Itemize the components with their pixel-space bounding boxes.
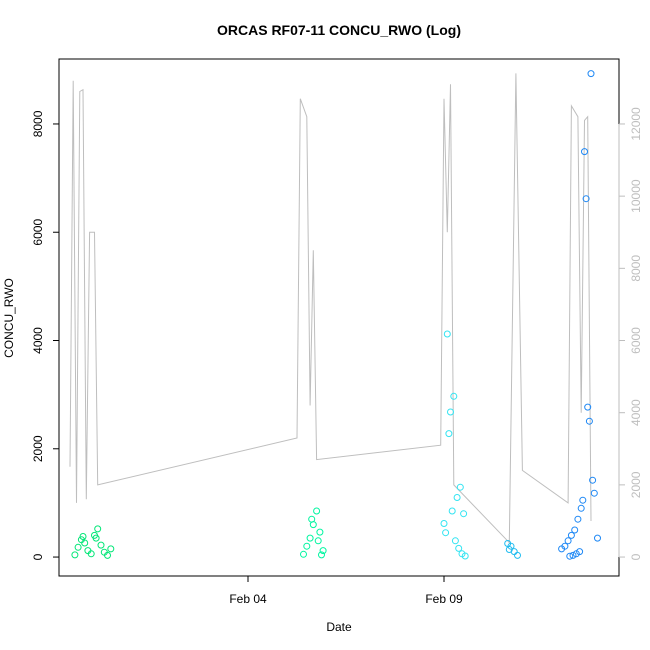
data-point xyxy=(574,515,582,523)
data-point xyxy=(581,148,588,156)
data-point xyxy=(303,542,311,550)
data-point xyxy=(443,330,451,338)
data-point xyxy=(74,543,82,551)
scatter-series-1 xyxy=(71,525,115,559)
chart-title: ORCAS RF07-11 CONCU_RWO (Log) xyxy=(217,22,461,38)
data-point xyxy=(505,546,513,553)
data-point xyxy=(589,476,597,484)
data-point xyxy=(569,551,577,559)
scatter-series-4 xyxy=(504,540,521,559)
data-point xyxy=(300,550,307,558)
data-point xyxy=(582,195,590,203)
data-point xyxy=(456,483,464,491)
y2-tick-label: 0 xyxy=(629,553,643,560)
scatter-series-3 xyxy=(440,330,469,560)
data-point xyxy=(451,537,459,545)
data-point xyxy=(453,494,461,501)
data-point xyxy=(584,403,592,411)
data-point xyxy=(107,545,115,553)
data-point xyxy=(313,507,321,515)
data-point xyxy=(571,526,579,534)
data-point xyxy=(447,408,454,416)
y-tick-label: 0 xyxy=(31,553,45,560)
data-point xyxy=(461,552,469,560)
data-point xyxy=(445,430,453,438)
scatter-series-2 xyxy=(300,507,327,559)
plot-area xyxy=(58,58,620,577)
x-tick-label: Feb 04 xyxy=(229,592,267,606)
scatter-series-5 xyxy=(558,70,601,560)
data-point xyxy=(590,489,598,497)
data-point xyxy=(308,515,316,523)
data-point xyxy=(104,551,111,559)
data-point xyxy=(314,537,322,545)
y-tick-label: 8000 xyxy=(31,110,45,137)
data-point xyxy=(92,534,100,542)
y-axis-right: 0 2000 4000 6000 8000 10000 12000 xyxy=(618,107,643,560)
data-point xyxy=(450,392,458,400)
y-axis-left: 0 2000 4000 6000 8000 xyxy=(31,110,60,560)
y-tick-label: 4000 xyxy=(31,327,45,354)
data-point xyxy=(460,510,468,518)
x-tick-label: Feb 09 xyxy=(425,592,463,606)
data-point xyxy=(577,504,585,512)
data-point xyxy=(87,550,95,558)
y2-tick-label: 4000 xyxy=(629,399,643,426)
plot-frame xyxy=(58,58,620,577)
y-axis-label: CONCU_RWO xyxy=(2,278,16,358)
data-point xyxy=(306,534,314,542)
right-axis-line-series xyxy=(69,73,592,544)
y-tick-label: 2000 xyxy=(31,435,45,462)
data-point xyxy=(440,520,448,527)
y2-tick-label: 8000 xyxy=(629,255,643,282)
data-point xyxy=(81,539,89,547)
data-point xyxy=(94,525,102,533)
data-point xyxy=(442,529,450,537)
data-point xyxy=(579,496,587,504)
y2-tick-label: 12000 xyxy=(629,107,643,141)
data-point xyxy=(572,550,580,558)
y-tick-label: 6000 xyxy=(31,219,45,246)
data-point xyxy=(455,544,463,552)
data-point xyxy=(318,551,325,559)
data-point xyxy=(79,533,87,540)
data-point xyxy=(507,542,515,550)
scatter-points xyxy=(71,70,601,560)
data-point xyxy=(319,547,327,555)
data-point xyxy=(514,551,521,559)
data-point xyxy=(566,552,574,560)
data-point xyxy=(594,534,601,542)
data-point xyxy=(558,545,566,553)
x-axis-label: Date xyxy=(326,620,352,634)
data-point xyxy=(97,541,105,549)
y2-tick-label: 2000 xyxy=(629,471,643,498)
data-point xyxy=(585,417,593,425)
data-point xyxy=(564,537,572,545)
y2-tick-label: 10000 xyxy=(629,179,643,213)
x-axis: Feb 04 Feb 09 xyxy=(229,575,463,606)
y2-tick-label: 6000 xyxy=(629,327,643,354)
data-point xyxy=(71,551,79,559)
line-series-path xyxy=(69,73,592,544)
data-point xyxy=(567,531,575,539)
data-point xyxy=(587,70,595,78)
data-point xyxy=(448,507,456,515)
data-point xyxy=(316,528,324,536)
